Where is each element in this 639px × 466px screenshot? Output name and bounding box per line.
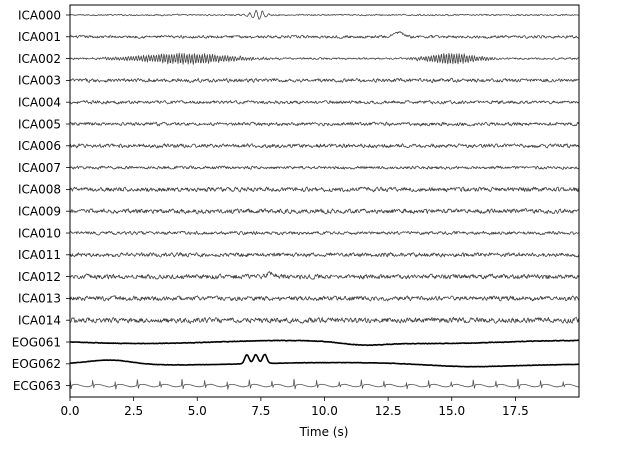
trace-ica009 [69, 207, 580, 215]
channel-labels-group: ICA000 ICA001 ICA002 ICA003 ICA004 ICA005 ICA0… [12, 8, 70, 393]
trace-ica012 [69, 271, 580, 280]
channel-label-ica009: ICA009 [18, 205, 61, 219]
x-tick-label: 12.5 [375, 404, 402, 418]
channel-label-ica013: ICA013 [18, 292, 61, 306]
x-ticks-group: 0.0 2.5 5.0 7.5 10.0 12.5 15.0 17.5 [60, 397, 529, 418]
channel-label-ecg063: ECG063 [13, 379, 61, 393]
channel-label-ica004: ICA004 [18, 96, 61, 110]
channel-label-eog062: EOG062 [12, 357, 61, 371]
channel-label-ica002: ICA002 [18, 52, 61, 66]
channel-label-ica006: ICA006 [18, 139, 61, 153]
trace-ica010 [69, 230, 580, 236]
channel-label-ica008: ICA008 [18, 183, 61, 197]
trace-ica005 [69, 121, 580, 127]
trace-eog061 [69, 339, 580, 347]
trace-ica000 [69, 9, 580, 20]
trace-ecg063 [69, 378, 579, 390]
x-tick-label: 10.0 [311, 404, 338, 418]
channel-label-ica005: ICA005 [18, 117, 61, 131]
channel-label-ica000: ICA000 [18, 8, 61, 22]
x-tick-label: 0.0 [60, 404, 79, 418]
trace-ica006 [69, 143, 580, 149]
x-tick-label: 7.5 [251, 404, 270, 418]
channel-label-ica001: ICA001 [18, 30, 61, 44]
trace-ica013 [69, 295, 580, 302]
trace-ica002 [69, 52, 580, 65]
x-tick-label: 5.0 [188, 404, 207, 418]
channel-label-ica014: ICA014 [18, 314, 61, 328]
channel-label-eog061: EOG061 [12, 335, 61, 349]
channel-label-ica003: ICA003 [18, 74, 61, 88]
x-tick-label: 17.5 [502, 404, 529, 418]
x-tick-label: 2.5 [124, 404, 143, 418]
channel-label-ica011: ICA011 [18, 248, 61, 262]
trace-ica007 [69, 165, 580, 170]
trace-ica014 [69, 316, 580, 324]
trace-ica003 [69, 77, 580, 84]
x-tick-label: 15.0 [438, 404, 465, 418]
trace-ica001 [69, 31, 580, 39]
traces-group [69, 9, 580, 390]
trace-ica011 [69, 252, 580, 258]
channel-label-ica007: ICA007 [18, 161, 61, 175]
trace-ica008 [69, 186, 580, 193]
trace-ica004 [69, 100, 580, 105]
x-axis-label: Time (s) [299, 425, 349, 439]
channel-label-ica012: ICA012 [18, 270, 61, 284]
channel-label-ica010: ICA010 [18, 226, 61, 240]
trace-eog062 [69, 353, 580, 368]
